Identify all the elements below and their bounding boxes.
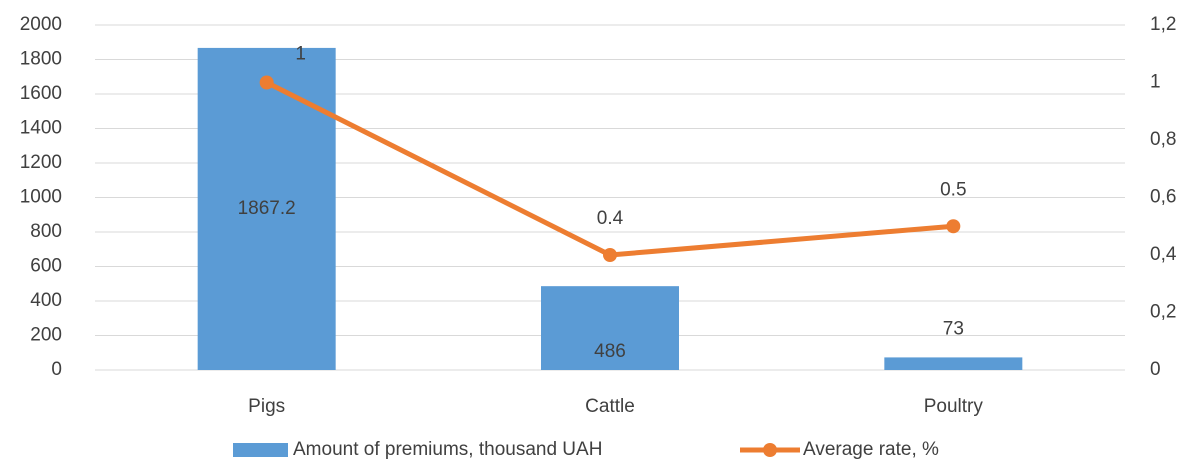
data-label: 1867.2 bbox=[238, 198, 296, 219]
y2-tick-label: 0 bbox=[1150, 359, 1161, 380]
y-tick-label: 1600 bbox=[20, 83, 62, 104]
line bbox=[264, 80, 956, 258]
legend-swatch bbox=[233, 443, 288, 457]
y-tick-label: 600 bbox=[30, 256, 62, 277]
y2-tick-label: 1,2 bbox=[1150, 14, 1176, 35]
y2-tick-label: 0,6 bbox=[1150, 187, 1176, 208]
y-tick-label: 2000 bbox=[20, 14, 62, 35]
data-label: 1 bbox=[295, 44, 306, 65]
data-label: 486 bbox=[594, 341, 626, 362]
x-tick-label: Poultry bbox=[924, 396, 984, 417]
y-tick-label: 1000 bbox=[20, 187, 62, 208]
y2-tick-label: 0,8 bbox=[1150, 129, 1176, 150]
y-tick-label: 800 bbox=[30, 221, 62, 242]
y2-tick-label: 0,2 bbox=[1150, 302, 1176, 323]
line-marker bbox=[946, 219, 961, 234]
line-marker bbox=[259, 75, 274, 90]
y2-tick-label: 1 bbox=[1150, 72, 1161, 93]
bar bbox=[541, 286, 679, 370]
y-tick-label: 0 bbox=[51, 359, 62, 380]
legend-marker bbox=[763, 443, 777, 457]
data-label: 0.4 bbox=[597, 208, 624, 229]
legend-label: Average rate, % bbox=[803, 439, 939, 460]
y-tick-label: 1200 bbox=[20, 152, 62, 173]
bar bbox=[884, 357, 1023, 370]
y-tick-label: 200 bbox=[30, 325, 62, 346]
bar bbox=[197, 47, 336, 371]
x-tick-label: Cattle bbox=[585, 396, 635, 417]
line-marker bbox=[603, 248, 617, 262]
y-tick-label: 1800 bbox=[20, 49, 62, 70]
x-tick-label: Pigs bbox=[248, 396, 285, 417]
y2-tick-label: 0,4 bbox=[1150, 244, 1177, 265]
legend-label: Amount of premiums, thousand UAH bbox=[293, 439, 602, 460]
data-label: 73 bbox=[943, 318, 964, 339]
y-tick-label: 400 bbox=[30, 290, 62, 311]
data-label: 0.5 bbox=[940, 179, 966, 200]
y-tick-label: 1400 bbox=[20, 118, 62, 139]
